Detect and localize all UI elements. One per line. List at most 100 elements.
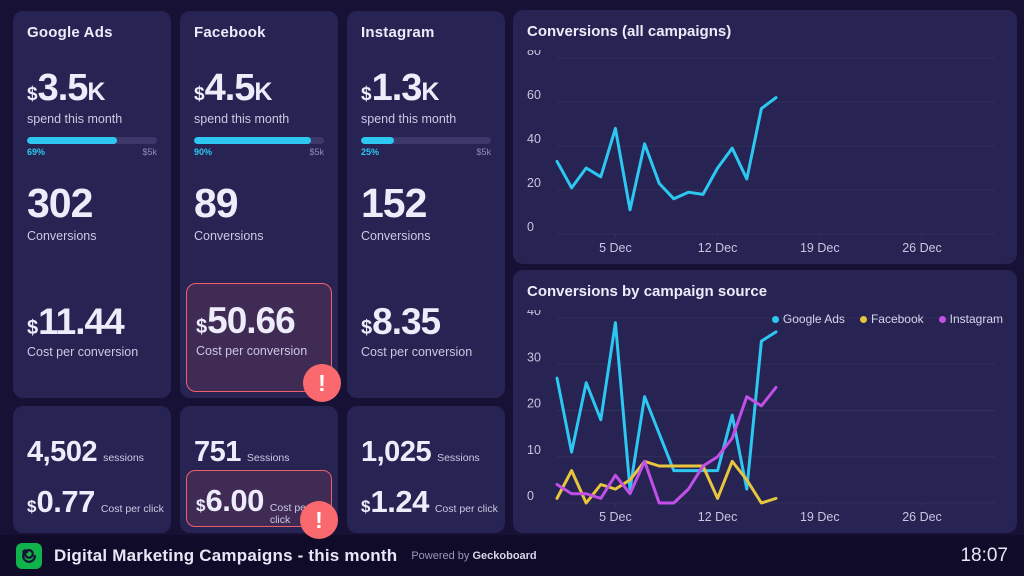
dashboard-title: Digital Marketing Campaigns - this month (54, 545, 398, 565)
cost-per-conversion-metric: $8.35 Cost per conversion (361, 303, 472, 359)
svg-text:19 Dec: 19 Dec (800, 510, 840, 523)
spend-percent-label: 69% (27, 147, 46, 157)
svg-text:26 Dec: 26 Dec (902, 510, 942, 523)
svg-text:5 Dec: 5 Dec (599, 241, 632, 254)
google-ads-widget: Google Ads $3.5K spend this month 69% $5… (13, 11, 171, 398)
legend-dot-icon (771, 315, 779, 323)
spend-metric: $1.3K spend this month 25% $5k (361, 69, 491, 157)
cost-per-click-metric: $ 1.24 Cost per click (361, 484, 498, 519)
spend-progress-fill (361, 137, 394, 144)
clock: 18:07 (960, 544, 1008, 566)
footer-bar: Digital Marketing Campaigns - this month… (0, 535, 1024, 576)
chart-title: Conversions by campaign source (527, 283, 768, 300)
legend-dot-icon (859, 315, 867, 323)
svg-text:60: 60 (527, 88, 541, 102)
conversions-label: Conversions (194, 229, 264, 243)
svg-text:80: 80 (527, 50, 541, 58)
svg-text:10: 10 (527, 443, 541, 457)
cost-per-click-value: 6.00 (205, 483, 264, 518)
widget-title: Google Ads (27, 24, 113, 41)
svg-text:40: 40 (527, 310, 541, 318)
powered-by: Powered by Geckoboard (411, 549, 537, 562)
sessions-label: sessions (103, 452, 144, 464)
line-chart: 0 10 20 30 40 5 Dec 12 Dec 19 Dec 26 Dec (527, 304, 1005, 524)
svg-text:0: 0 (527, 220, 534, 234)
cost-per-click-label: Cost per click (269, 502, 310, 526)
sessions-label: Sessions (437, 452, 480, 464)
spend-progress-track (361, 137, 491, 144)
instagram-widget: Instagram $1.3K spend this month 25% $5k… (347, 11, 505, 398)
spend-metric: $4.5K spend this month 90% $5k (194, 69, 324, 157)
legend-item: Instagram (938, 312, 1003, 326)
cost-per-conversion-metric: $11.44 Cost per conversion (27, 303, 138, 359)
sessions-value: 4,502 (27, 436, 98, 468)
legend-dot-icon (938, 315, 946, 323)
spend-goal-label: $5k (476, 147, 491, 157)
svg-text:26 Dec: 26 Dec (902, 241, 942, 254)
spend-progress-fill (27, 137, 117, 144)
cost-per-click-metric: $ 0.77 Cost per click (27, 484, 164, 519)
alert-icon: ! (303, 364, 341, 402)
brand-name: Geckoboard (472, 549, 537, 562)
cost-per-conversion-label: Cost per conversion (196, 344, 308, 358)
legend-item: Google Ads (771, 312, 845, 326)
svg-text:5 Dec: 5 Dec (599, 510, 632, 523)
conversions-metric: 89 Conversions (194, 180, 264, 244)
svg-text:12 Dec: 12 Dec (698, 510, 738, 523)
cost-per-conversion-label: Cost per conversion (27, 345, 139, 359)
spend-metric: $3.5K spend this month 69% $5k (27, 69, 157, 157)
conversions-label: Conversions (27, 229, 97, 243)
cost-per-conversion-value: $11.44 (27, 301, 125, 342)
cost-per-conversion-label: Cost per conversion (361, 345, 473, 359)
svg-text:0: 0 (527, 489, 534, 503)
cost-per-click-metric: $ 6.00 Cost per click (196, 483, 331, 526)
spend-progress-track (27, 137, 157, 144)
cost-per-click-alert-box: $ 6.00 Cost per click ! (186, 470, 338, 539)
widget-title: Instagram (361, 24, 435, 41)
facebook-widget: Facebook $4.5K spend this month 90% $5k … (180, 11, 341, 402)
spend-value: $3.5K (27, 67, 106, 109)
cost-per-conversion-metric: $50.66 Cost per conversion (196, 302, 307, 358)
svg-text:40: 40 (527, 132, 541, 146)
conversions-label: Conversions (361, 229, 431, 243)
svg-text:19 Dec: 19 Dec (800, 241, 840, 254)
conversions-value: 302 (27, 180, 93, 226)
cost-per-click-label: Cost per click (100, 503, 164, 515)
cost-per-click-value: 1.24 (370, 484, 429, 519)
conversions-value: 152 (361, 180, 427, 226)
spend-label: spend this month (27, 112, 123, 126)
spend-value: $1.3K (361, 67, 440, 109)
alert-icon: ! (300, 501, 338, 539)
line-chart: 0 20 40 60 80 5 Dec 12 Dec 19 Dec 26 Dec (527, 44, 1005, 255)
cost-per-conversion-alert-box: $50.66 Cost per conversion ! (186, 283, 341, 402)
spend-label: spend this month (194, 112, 290, 126)
spend-percent-label: 25% (361, 147, 380, 157)
svg-text:30: 30 (527, 350, 541, 364)
cost-per-click-label: Cost per click (434, 503, 498, 515)
svg-text:20: 20 (527, 397, 541, 411)
cost-per-conversion-value: $50.66 (196, 300, 296, 341)
spend-goal-label: $5k (142, 147, 157, 157)
instagram-sessions-widget: 1,025 Sessions $ 1.24 Cost per click (347, 406, 505, 533)
sessions-metric: 4,502 sessions (27, 436, 144, 469)
conversions-by-source-chart: Conversions by campaign source Google Ad… (513, 270, 1017, 533)
sessions-metric: 1,025 Sessions (361, 436, 480, 469)
chart-title: Conversions (all campaigns) (527, 23, 732, 40)
legend-item: Facebook (859, 312, 924, 326)
chart-legend: Google Ads Facebook Instagram (771, 312, 1003, 326)
conversions-metric: 152 Conversions (361, 180, 431, 244)
spend-label: spend this month (361, 112, 457, 126)
cost-per-click-value: 0.77 (36, 484, 95, 519)
spend-goal-label: $5k (309, 147, 324, 157)
svg-text:20: 20 (527, 176, 541, 190)
conversions-value: 89 (194, 180, 239, 226)
conversions-all-campaigns-chart: Conversions (all campaigns) 0 20 40 60 80 5 D… (513, 10, 1017, 264)
sessions-value: 751 (194, 436, 241, 468)
sessions-label: Sessions (246, 452, 290, 464)
spend-percent-label: 90% (194, 147, 213, 157)
conversions-metric: 302 Conversions (27, 180, 97, 244)
cost-per-conversion-value: $8.35 (361, 301, 441, 342)
sessions-value: 1,025 (361, 436, 432, 468)
spend-progress-track (194, 137, 324, 144)
svg-text:12 Dec: 12 Dec (698, 241, 738, 254)
